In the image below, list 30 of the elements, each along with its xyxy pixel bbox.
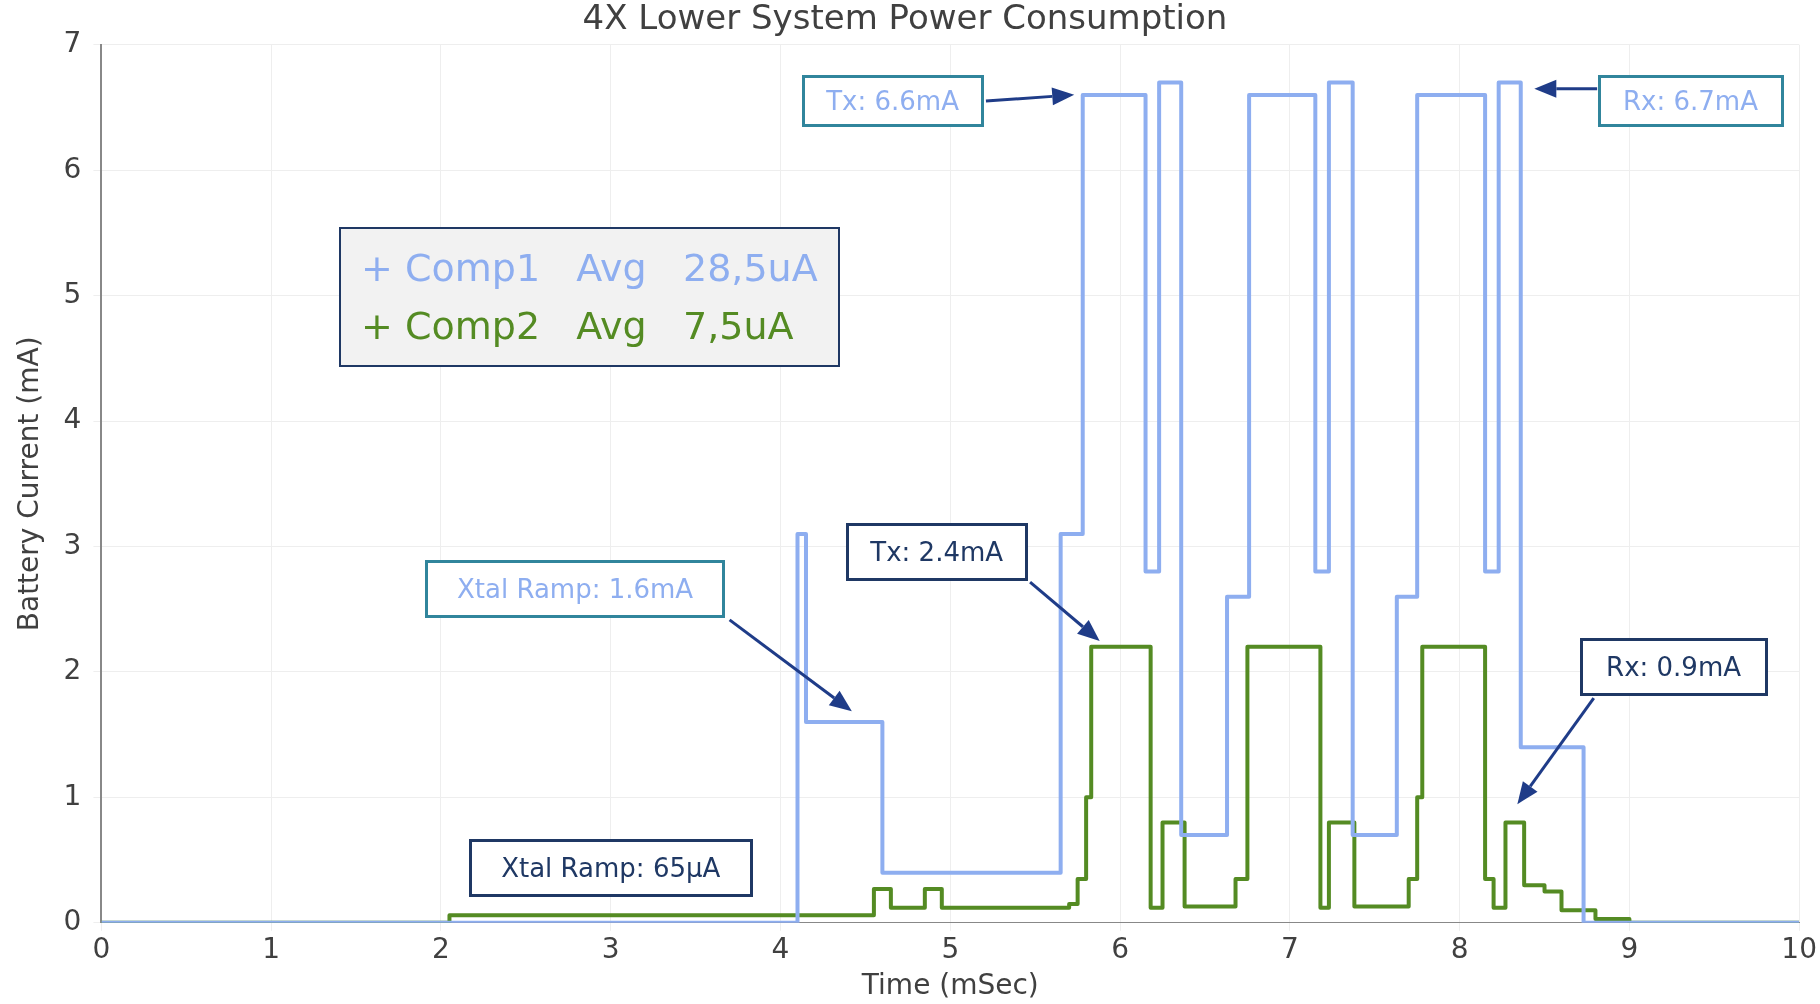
chart-title: 4X Lower System Power Consumption xyxy=(582,0,1228,38)
x-tick-label: 10 xyxy=(1781,931,1818,965)
y-tick-label: 2 xyxy=(63,653,82,687)
annotation: Rx: 6.7mA xyxy=(1597,74,1784,127)
text: + Comp2 Avg 7,5uA xyxy=(361,302,795,350)
x-tick-label: 3 xyxy=(601,931,620,965)
y-tick-label: 5 xyxy=(63,276,82,310)
y-tick-label: 1 xyxy=(63,778,82,812)
annotation: Rx: 0.9mA xyxy=(1579,638,1768,697)
y-tick-label: 6 xyxy=(63,151,82,185)
x-tick-label: 6 xyxy=(1111,931,1129,965)
annotation: Tx: 6.6mA xyxy=(801,74,984,127)
x-axis-title: Time (mSec) xyxy=(860,968,1039,1002)
x-tick-label: 8 xyxy=(1450,931,1469,965)
x-tick-label: 7 xyxy=(1280,931,1299,965)
x-tick-label: 9 xyxy=(1620,931,1639,965)
text: + Comp1 Avg 28,5uA xyxy=(361,244,818,292)
annotation: Tx: 2.4mA xyxy=(845,523,1028,582)
y-tick-label: 3 xyxy=(63,527,82,561)
annotation: Xtal Ramp: 65µA xyxy=(468,839,753,898)
y-axis-title: Battery Current (mA) xyxy=(12,336,46,632)
y-tick-label: 7 xyxy=(63,26,82,60)
x-tick-label: 1 xyxy=(262,931,281,965)
y-tick-label: 4 xyxy=(63,402,82,436)
x-tick-label: 4 xyxy=(771,931,790,965)
y-tick-label: 0 xyxy=(63,904,82,938)
annotation: Xtal Ramp: 1.6mA xyxy=(425,560,726,619)
x-tick-label: 0 xyxy=(92,931,111,965)
x-tick-label: 5 xyxy=(941,931,960,965)
x-tick-label: 2 xyxy=(432,931,450,965)
